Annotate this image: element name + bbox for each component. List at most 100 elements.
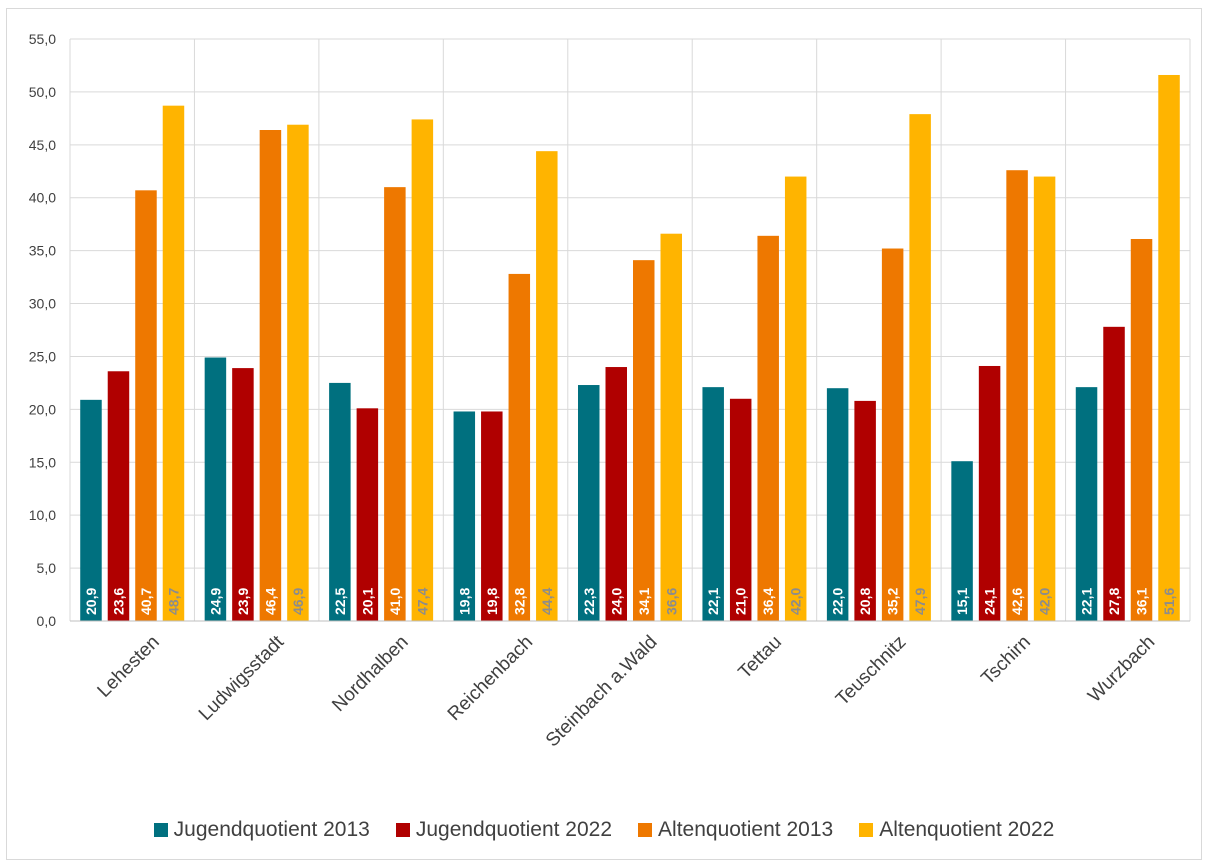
x-tick-label: Reichenbach [444,632,537,725]
bar [1158,74,1180,622]
bar [481,411,503,621]
bar [1103,326,1125,621]
bar [162,105,185,621]
data-label: 46,4 [262,588,278,615]
legend-swatch [395,823,410,837]
data-label: 46,9 [290,588,306,615]
bar [1033,176,1056,621]
y-tick-label: 5,0 [37,560,57,576]
data-label: 15,1 [954,588,970,615]
data-label: 42,0 [1037,588,1053,615]
data-label: 44,4 [539,588,555,615]
x-tick-label: Ludwigsstadt [195,631,289,725]
legend: Jugendquotient 2013 Jugendquotient 2022 Al… [0,818,1208,842]
bar [508,273,531,621]
data-label: 27,8 [1106,588,1122,615]
data-label: 47,4 [414,588,430,615]
data-label: 41,0 [387,588,403,615]
data-label: 24,1 [982,588,998,615]
data-label: 24,0 [608,588,624,615]
bar [633,260,655,621]
y-tick-label: 55,0 [29,31,56,47]
legend-swatch [859,823,874,837]
bar [578,385,600,621]
data-label: 40,7 [138,588,154,615]
bar [702,387,724,621]
bar [536,151,558,621]
data-label: 32,8 [511,588,527,615]
legend-item: Jugendquotient 2022 [395,818,613,842]
bar [605,367,627,621]
data-label: 22,1 [705,588,721,615]
data-label: 22,0 [830,588,846,615]
y-tick-label: 30,0 [29,296,56,312]
bar [384,187,406,622]
bar [453,411,476,621]
bar [1075,387,1098,621]
y-tick-label: 10,0 [29,507,56,523]
legend-item: Altenquotient 2013 [638,818,833,842]
bar [729,398,752,621]
data-label: 36,6 [663,588,679,615]
data-label: 19,8 [456,588,472,615]
data-label: 20,8 [857,588,873,615]
bar [80,399,102,621]
bar [757,235,779,621]
data-label: 19,8 [484,588,500,615]
bar [978,365,1001,621]
bar [1130,238,1153,621]
data-label: 36,4 [760,588,776,615]
legend-item: Altenquotient 2022 [859,818,1054,842]
data-label: 51,6 [1161,588,1177,615]
data-label: 22,1 [1079,588,1095,615]
y-tick-label: 25,0 [29,348,56,364]
x-tick-label: Teuschnitz [832,632,910,710]
bar [356,408,379,621]
legend-label: Altenquotient 2022 [879,818,1055,841]
legend-item: Jugendquotient 2013 [153,818,370,842]
chart-frame [6,8,1202,860]
y-tick-label: 45,0 [29,137,56,153]
data-label: 42,6 [1009,588,1025,615]
bar [826,388,849,621]
y-tick-label: 20,0 [29,401,56,417]
bar [287,124,309,621]
x-tick-label: Tschirn [977,632,1034,689]
data-label: 20,1 [359,588,375,615]
data-label: 35,2 [885,588,901,615]
x-tick-label: Nordhalben [328,632,412,716]
data-label: 24,9 [207,588,223,615]
data-label: 22,3 [581,588,597,615]
data-label: 47,9 [912,588,928,615]
y-tick-label: 0,0 [37,613,57,629]
data-label: 36,1 [1134,588,1150,615]
legend-swatch [153,823,168,837]
bar [411,119,434,622]
legend-label: Altenquotient 2013 [658,818,834,841]
bar [329,382,351,621]
bar [1006,170,1028,621]
bar [259,130,282,621]
y-tick-label: 35,0 [29,243,56,259]
bar [881,248,904,621]
x-tick-label: Tettau [735,632,786,683]
bar [107,371,130,621]
bar [909,114,931,621]
y-tick-label: 50,0 [29,84,56,100]
bar [232,368,254,621]
data-label: 21,0 [733,588,749,615]
data-label: 48,7 [165,588,181,615]
x-tick-label: Steinbach a.Wald [542,632,662,752]
data-label: 42,0 [788,588,804,615]
bar [204,357,227,621]
bar [660,233,682,622]
legend-swatch [638,823,653,837]
x-tick-label: Lehesten [94,632,164,702]
legend-label: Jugendquotient 2013 [173,818,370,841]
bar [784,176,807,621]
y-tick-label: 15,0 [29,454,56,470]
legend-label: Jugendquotient 2022 [415,818,613,841]
bar [951,461,973,621]
data-label: 23,6 [110,588,126,615]
